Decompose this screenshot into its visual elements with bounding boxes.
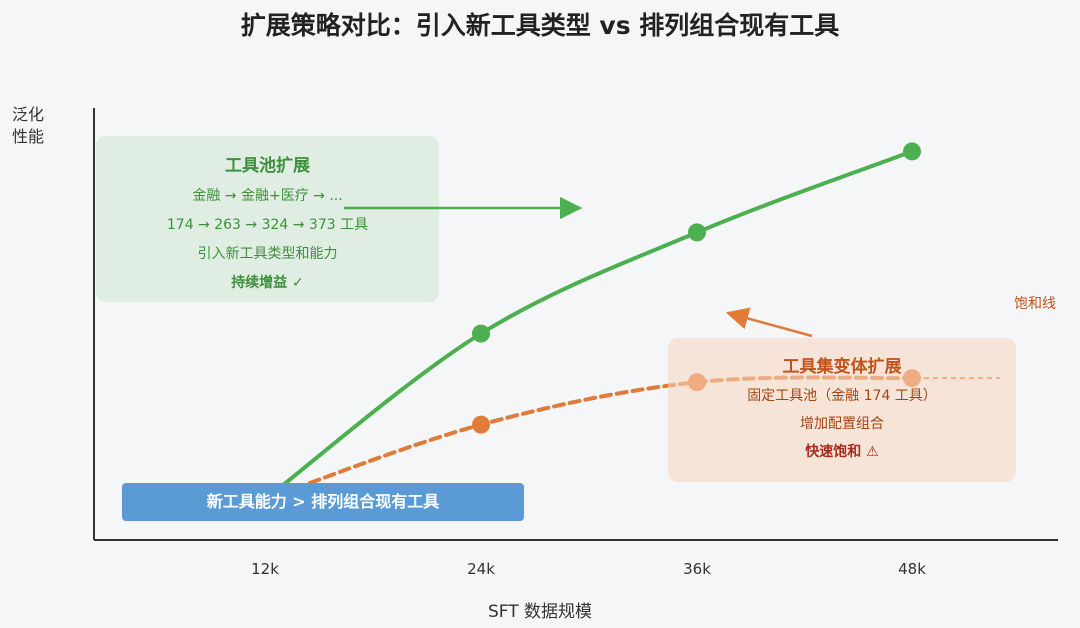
variant-annotation-box: 工具集变体扩展 固定工具池（金融 174 工具） 增加配置组合 快速饱和 ⚠ — [668, 338, 1016, 482]
toolpool-box-line: 金融 → 金融+医疗 → ... — [192, 188, 343, 204]
x-axis-label: SFT 数据规模 — [487, 602, 593, 622]
toolpool-annotation-box: 工具池扩展 金融 → 金融+医疗 → ... 174 → 263 → 324 →… — [96, 136, 439, 302]
toolpool-series-line — [263, 149, 914, 502]
variant-box-line: 固定工具池（金融 174 工具） — [747, 388, 937, 404]
y-axis-label: 泛化性能 — [12, 105, 45, 146]
x-tick-label: 12k — [251, 560, 279, 578]
conclusion-banner: 新工具能力 > 排列组合现有工具 — [122, 483, 524, 521]
x-tick-label: 48k — [898, 560, 926, 578]
x-tick-label: 24k — [467, 560, 495, 578]
toolpool-box-badge: 持续增益 ✓ — [231, 275, 304, 291]
toolpool-data-point — [688, 223, 706, 242]
toolpool-data-point — [903, 142, 921, 161]
variant-arrow — [725, 307, 813, 338]
saturation-line-label: 饱和线 — [1014, 296, 1056, 312]
variant-box-badge: 快速饱和 ⚠ — [805, 444, 879, 460]
x-tick-label: 36k — [683, 560, 711, 578]
toolpool-data-point — [472, 324, 490, 343]
toolpool-box-line: 引入新工具类型和能力 — [197, 246, 338, 262]
toolpool-box-title: 工具池扩展 — [225, 156, 310, 176]
toolpool-box-line: 174 → 263 → 324 → 373 工具 — [166, 217, 369, 233]
variant-box-title: 工具集变体扩展 — [782, 357, 902, 377]
variant-data-point — [472, 415, 490, 434]
variant-box-line: 增加配置组合 — [800, 416, 884, 432]
chart-title: 扩展策略对比：引入新工具类型 vs 排列组合现有工具 — [240, 11, 840, 40]
